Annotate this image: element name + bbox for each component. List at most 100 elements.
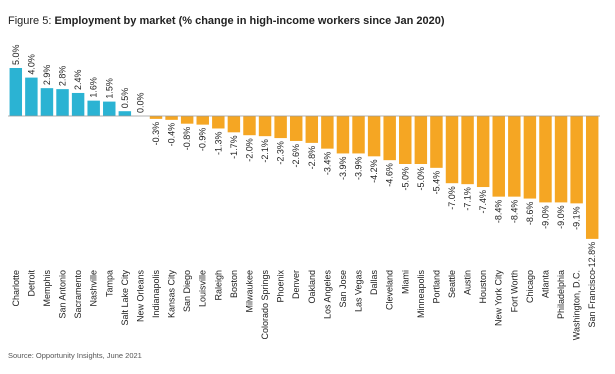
x-tick-label: Detroit bbox=[26, 270, 36, 297]
value-label: -4.2% bbox=[369, 159, 379, 183]
bar bbox=[212, 116, 225, 129]
bar bbox=[180, 116, 194, 124]
value-label: -0.4% bbox=[167, 123, 177, 147]
bar bbox=[243, 116, 256, 136]
bar bbox=[274, 116, 287, 139]
x-tick-label: Denver bbox=[291, 270, 301, 299]
x-tick-label: Cleveland bbox=[385, 270, 395, 310]
value-label: -9.1% bbox=[572, 206, 582, 230]
x-tick-label: Las Vegas bbox=[354, 270, 364, 313]
title-line: Figure 5: Employment by market (% change… bbox=[8, 15, 445, 27]
figure-label: Figure 5: bbox=[8, 15, 51, 27]
bar bbox=[56, 89, 69, 116]
bar bbox=[165, 116, 178, 120]
x-tick-label: Charlotte bbox=[11, 270, 21, 307]
value-label: -3.4% bbox=[322, 152, 332, 176]
x-tick-label: Sacramento bbox=[73, 270, 83, 319]
x-tick-label: Colorado Springs bbox=[260, 270, 270, 340]
bar bbox=[508, 116, 521, 197]
bar bbox=[149, 116, 163, 119]
bar bbox=[430, 116, 443, 168]
value-label: -0.9% bbox=[198, 128, 208, 152]
bar bbox=[399, 116, 412, 164]
bar bbox=[227, 116, 241, 133]
bar bbox=[523, 116, 537, 199]
value-label: 4.0% bbox=[26, 54, 36, 75]
value-label: -1.3% bbox=[213, 131, 223, 155]
value-label: 2.9% bbox=[42, 65, 52, 86]
value-label: -2.3% bbox=[276, 141, 286, 165]
bar bbox=[476, 116, 490, 188]
x-tick-label: Austin bbox=[463, 270, 473, 295]
x-tick-label: Miami bbox=[400, 270, 410, 294]
x-tick-label: Los Angeles bbox=[322, 270, 332, 320]
x-tick-label: Oakland bbox=[307, 270, 317, 304]
bar bbox=[461, 116, 474, 185]
value-label: 0.0% bbox=[135, 92, 145, 113]
bar bbox=[492, 116, 505, 197]
x-tick-label: Chicago bbox=[525, 270, 535, 303]
bar bbox=[321, 116, 334, 149]
bar bbox=[289, 116, 303, 141]
bar bbox=[196, 116, 209, 125]
x-tick-label: Fort Worth bbox=[509, 270, 519, 312]
x-tick-label: Tampa bbox=[104, 270, 114, 297]
bar bbox=[258, 116, 272, 137]
bar bbox=[383, 116, 396, 161]
x-tick-label: Philadelphia bbox=[556, 270, 566, 319]
value-label: -9.0% bbox=[556, 205, 566, 229]
x-tick-label: Memphis bbox=[42, 270, 52, 307]
value-label: -5.0% bbox=[400, 167, 410, 191]
bar bbox=[554, 116, 568, 203]
x-tick-label: San Antonio bbox=[58, 270, 68, 319]
x-tick-label: Portland bbox=[431, 270, 441, 304]
chart-title: Employment by market (% change in high-i… bbox=[54, 15, 444, 27]
x-tick-label: Phoenix bbox=[276, 270, 286, 303]
bar bbox=[40, 88, 54, 116]
x-tick-label: San Francisco bbox=[587, 270, 597, 328]
source-note: Source: Opportunity Insights, June 2021 bbox=[8, 351, 142, 360]
value-label: -7.4% bbox=[478, 190, 488, 214]
x-tick-label: Seattle bbox=[447, 270, 457, 298]
x-tick-label: Nashville bbox=[89, 270, 99, 307]
value-label: -2.0% bbox=[244, 138, 254, 162]
x-tick-label: Atlanta bbox=[540, 270, 550, 298]
bar bbox=[445, 116, 459, 184]
x-tick-label: Indianapolis bbox=[151, 270, 161, 319]
value-label: -2.1% bbox=[260, 139, 270, 163]
x-tick-label: Minneapolis bbox=[416, 270, 426, 319]
value-label: -2.8% bbox=[307, 146, 317, 170]
bar bbox=[570, 116, 583, 204]
x-tick-label: Washington, D.C. bbox=[572, 270, 582, 340]
x-tick-label: Dallas bbox=[369, 270, 379, 296]
x-tick-label: Salt Lake City bbox=[120, 270, 130, 326]
x-tick-label: Kansas City bbox=[167, 270, 177, 319]
bar bbox=[118, 111, 132, 116]
value-label: -3.9% bbox=[338, 156, 348, 180]
value-label: -8.4% bbox=[509, 200, 519, 224]
x-tick-label: Boston bbox=[229, 270, 239, 298]
value-label: -0.3% bbox=[151, 122, 161, 146]
value-label: -7.0% bbox=[447, 186, 457, 210]
x-tick-label: San Jose bbox=[338, 270, 348, 308]
bar bbox=[87, 100, 100, 116]
value-label: 1.6% bbox=[89, 77, 99, 98]
value-label: -4.6% bbox=[385, 163, 395, 187]
bar bbox=[539, 116, 552, 203]
value-label: 2.4% bbox=[73, 69, 83, 90]
x-tick-label: San Diego bbox=[182, 270, 192, 312]
value-label: 0.5% bbox=[120, 88, 130, 109]
value-label: -2.6% bbox=[291, 144, 301, 168]
value-label: -7.1% bbox=[463, 187, 473, 211]
value-label: -3.9% bbox=[354, 156, 364, 180]
bar bbox=[367, 116, 381, 157]
bar bbox=[336, 116, 350, 154]
bar bbox=[71, 92, 85, 116]
bar bbox=[9, 68, 23, 116]
bar bbox=[25, 77, 38, 116]
bar bbox=[585, 116, 599, 239]
value-label: 1.5% bbox=[104, 78, 114, 99]
x-tick-label: New Orleans bbox=[135, 270, 145, 323]
value-label: -12.8% bbox=[587, 242, 597, 271]
